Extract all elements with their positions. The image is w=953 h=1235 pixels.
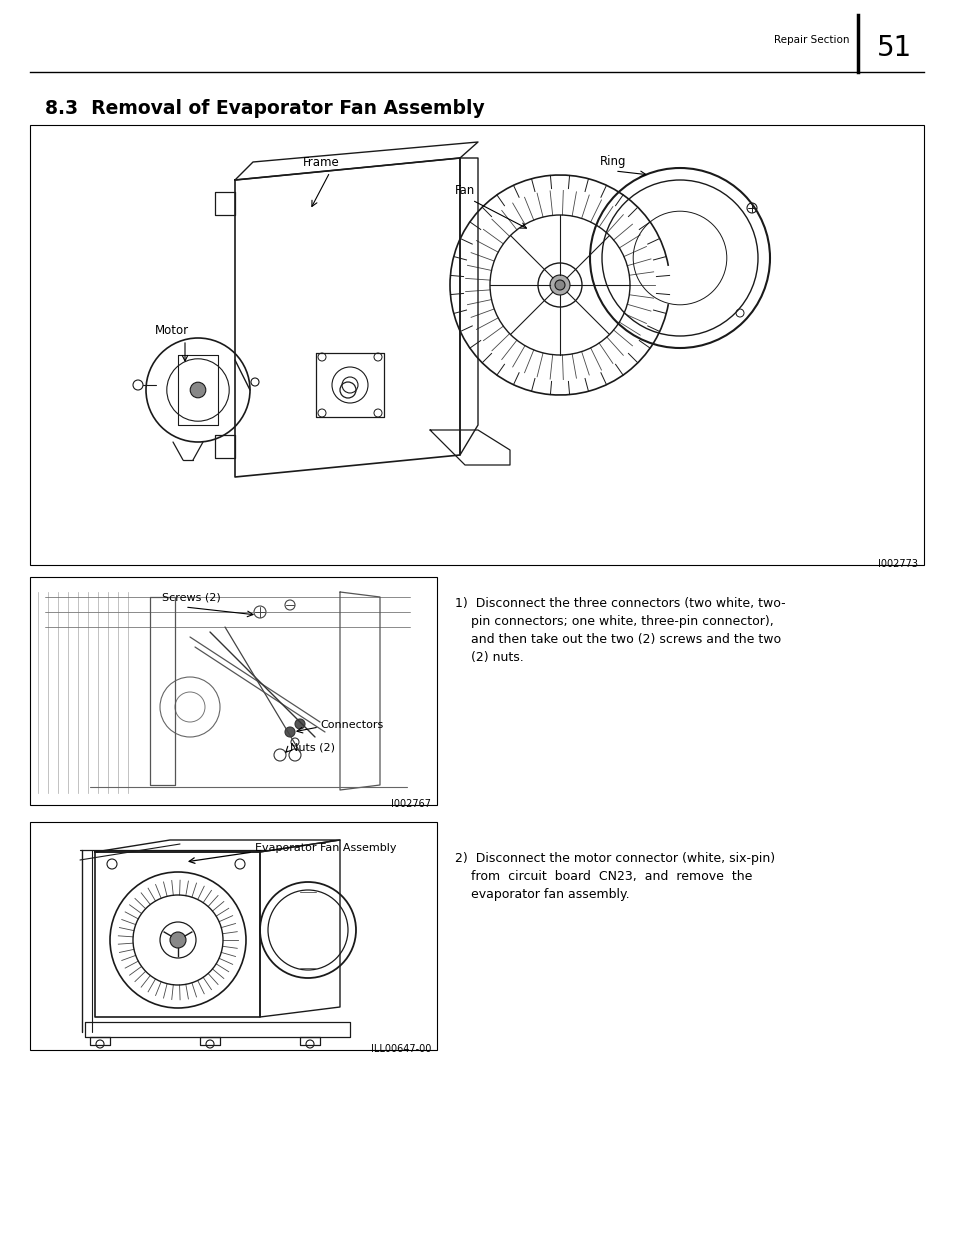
Bar <box>30 125 923 564</box>
Text: 8.3  Removal of Evaporator Fan Assembly: 8.3 Removal of Evaporator Fan Assembly <box>45 99 484 117</box>
Text: Fan: Fan <box>455 184 475 196</box>
Circle shape <box>190 382 206 398</box>
Text: Motor: Motor <box>154 324 189 336</box>
Circle shape <box>294 719 305 729</box>
Text: Evaporator Fan Assembly: Evaporator Fan Assembly <box>254 844 396 853</box>
Text: 1)  Disconnect the three connectors (two white, two-: 1) Disconnect the three connectors (two … <box>455 597 785 610</box>
Circle shape <box>550 275 569 295</box>
Text: Screws (2): Screws (2) <box>162 592 220 601</box>
Text: 51: 51 <box>877 35 912 62</box>
Bar <box>30 823 436 1050</box>
Text: evaporator fan assembly.: evaporator fan assembly. <box>455 888 629 902</box>
Text: pin connectors; one white, three-pin connector),: pin connectors; one white, three-pin con… <box>455 615 773 629</box>
Text: Ring: Ring <box>599 154 626 168</box>
Text: ILL00647-00: ILL00647-00 <box>370 1044 431 1053</box>
Circle shape <box>285 727 294 737</box>
Text: Connectors: Connectors <box>319 720 383 730</box>
Text: I002773: I002773 <box>877 559 917 569</box>
Text: and then take out the two (2) screws and the two: and then take out the two (2) screws and… <box>455 634 781 646</box>
Text: from  circuit  board  CN23,  and  remove  the: from circuit board CN23, and remove the <box>455 869 752 883</box>
Text: 2)  Disconnect the motor connector (white, six-pin): 2) Disconnect the motor connector (white… <box>455 852 774 864</box>
Text: I002767: I002767 <box>391 799 431 809</box>
Circle shape <box>555 280 564 290</box>
Circle shape <box>170 932 186 948</box>
Text: Repair Section: Repair Section <box>774 35 849 44</box>
Bar <box>30 577 436 805</box>
Text: Nuts (2): Nuts (2) <box>290 742 335 752</box>
Text: (2) nuts.: (2) nuts. <box>455 651 523 664</box>
Text: Frame: Frame <box>303 156 339 168</box>
